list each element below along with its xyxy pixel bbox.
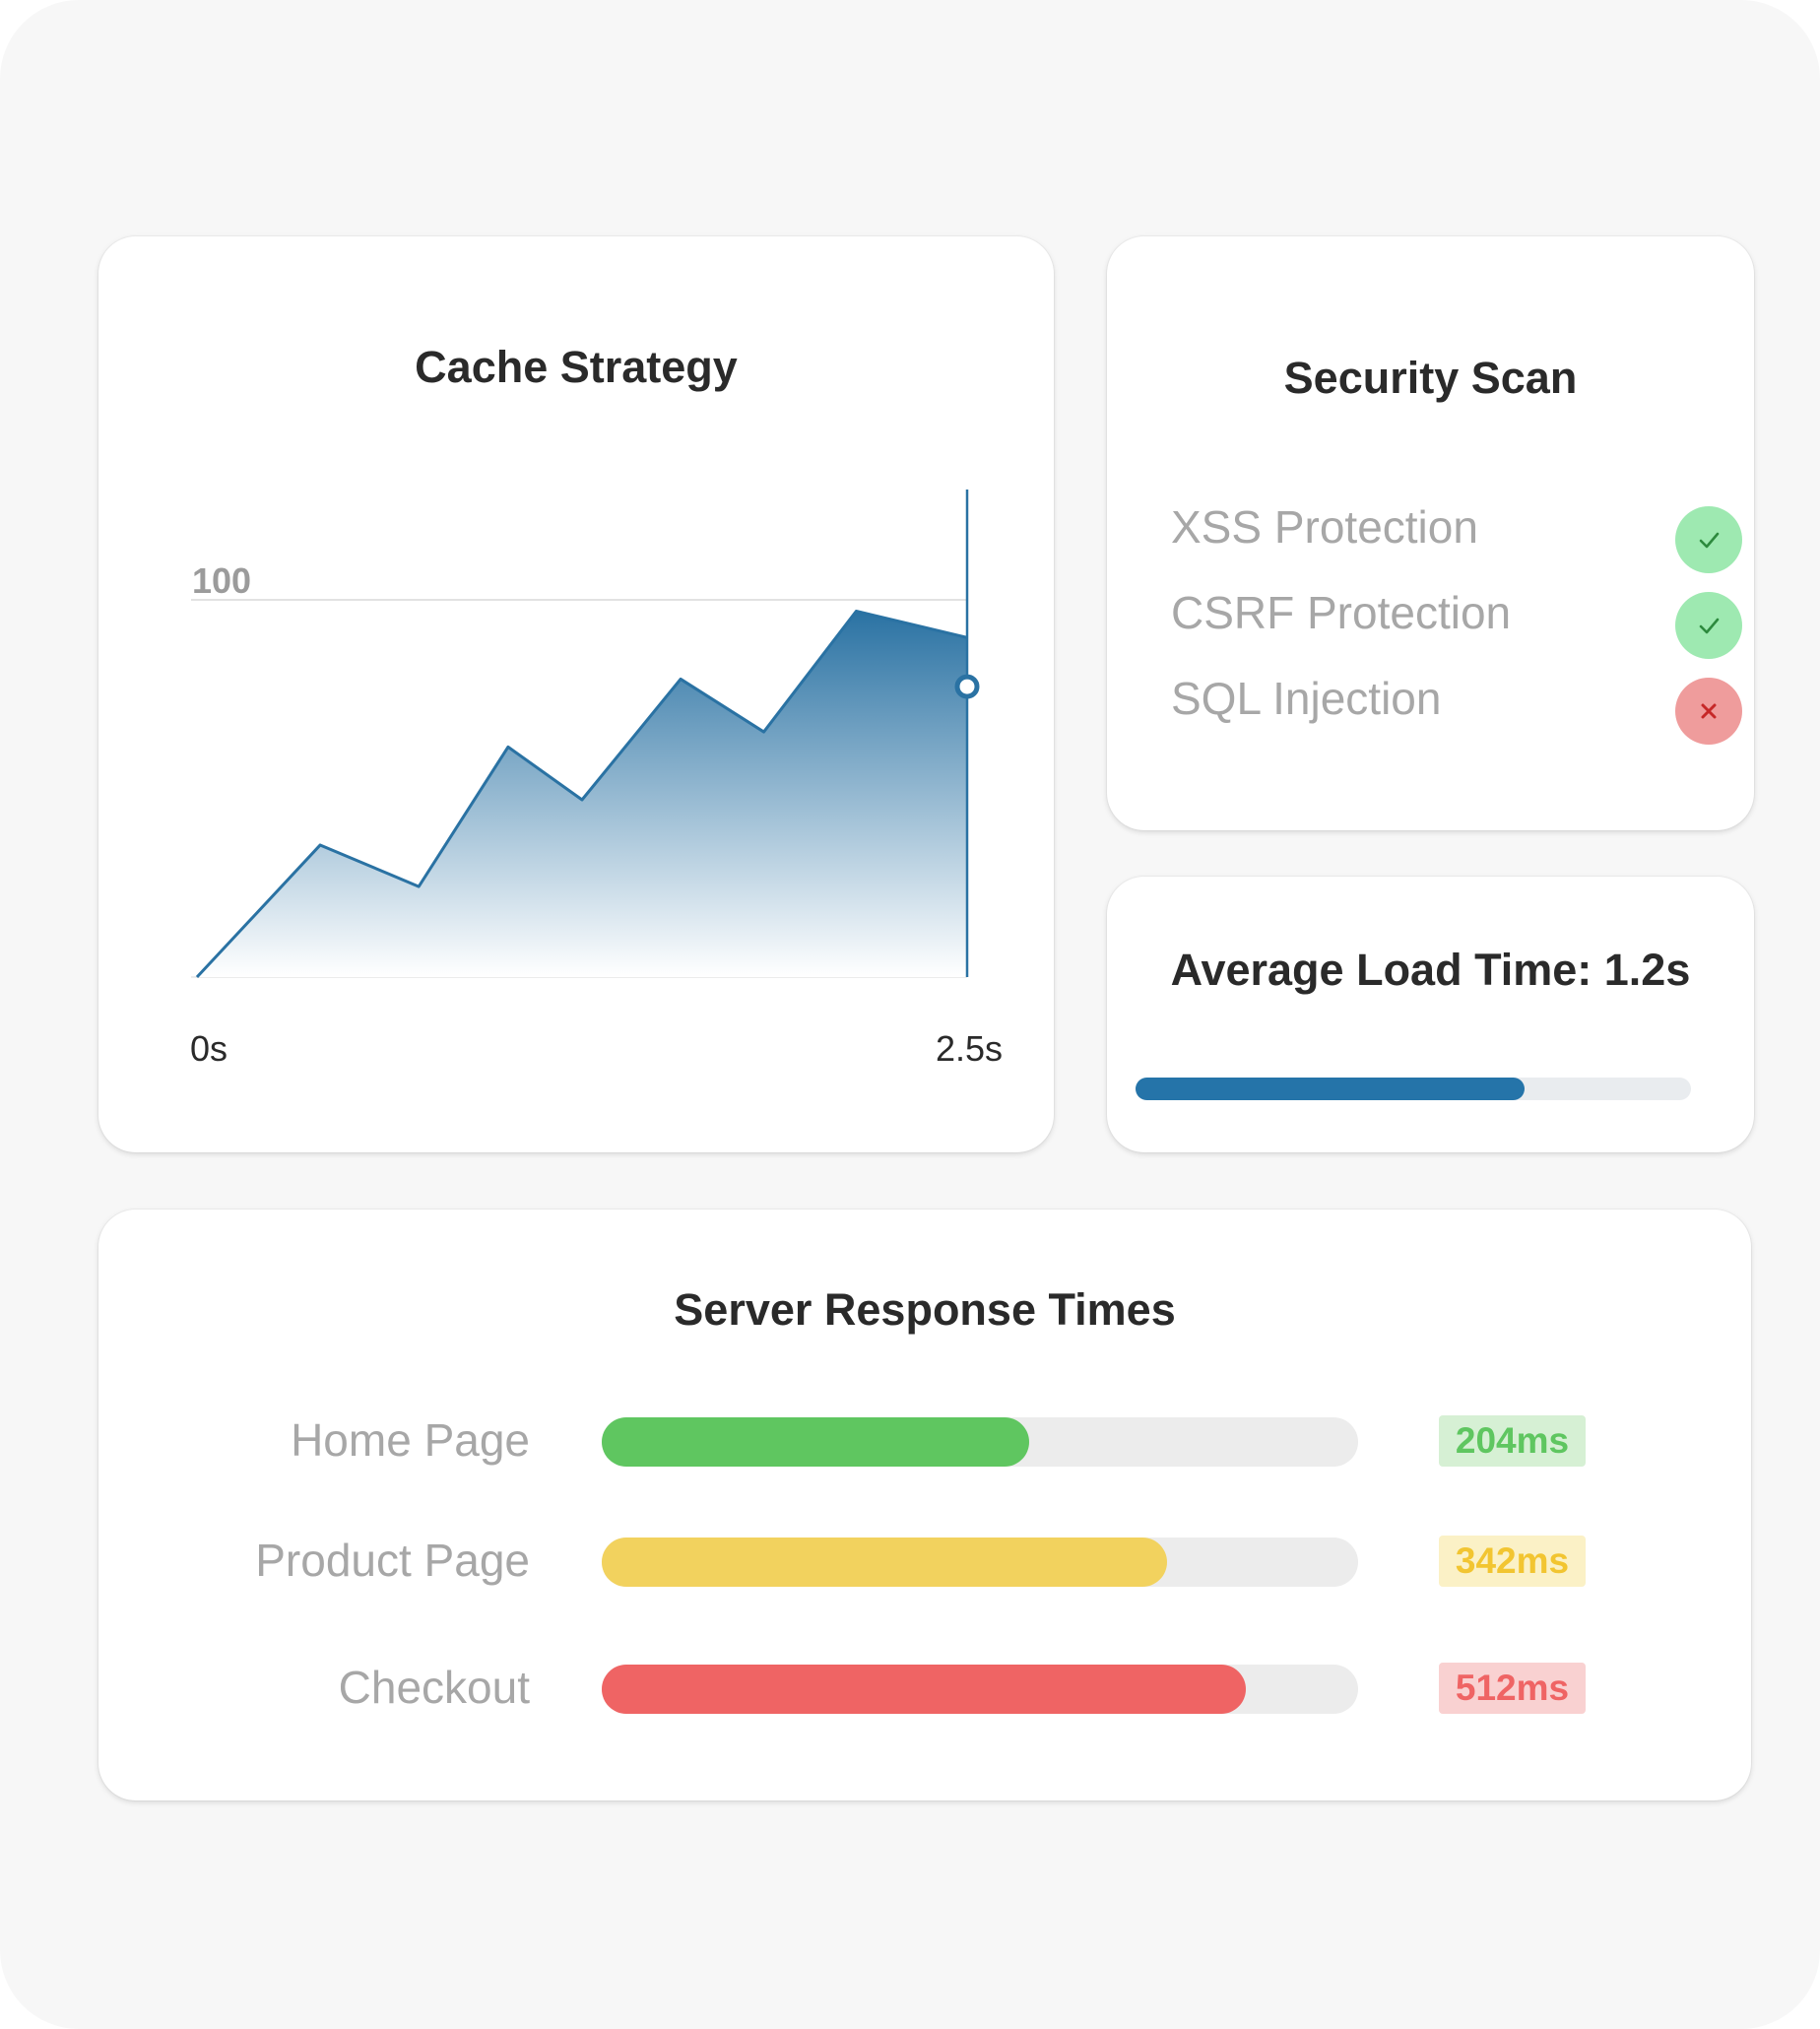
security-item-label: XSS Protection xyxy=(1171,501,1478,553)
series-line xyxy=(195,609,968,979)
load-time-progress-fill xyxy=(1136,1078,1525,1100)
series-area xyxy=(197,611,967,977)
server-row-product: Product Page 342ms xyxy=(98,1534,1751,1593)
load-time-card: Average Load Time: 1.2s xyxy=(1107,877,1754,1152)
x-tick-label-end: 2.5s xyxy=(936,1028,1003,1069)
cache-strategy-card: Cache Strategy 100 0s 2.5s xyxy=(98,236,1054,1152)
server-row-value-badge: 204ms xyxy=(1439,1415,1586,1467)
cache-strategy-chart: 100 0s 2.5s xyxy=(190,490,1003,1069)
security-item-sql: SQL Injection xyxy=(1171,672,1754,751)
load-time-progress-track xyxy=(1136,1078,1691,1100)
security-item-label: CSRF Protection xyxy=(1171,587,1512,638)
load-time-title: Average Load Time: 1.2s xyxy=(1170,945,1691,995)
security-item-xss: XSS Protection xyxy=(1171,500,1754,579)
server-row-fill xyxy=(602,1538,1168,1587)
server-row-label: Home Page xyxy=(291,1414,530,1466)
server-row-value-badge: 342ms xyxy=(1439,1536,1586,1587)
check-icon xyxy=(1675,506,1742,573)
server-row-track xyxy=(602,1665,1358,1714)
server-response-card: Server Response Times Home Page 204ms Pr… xyxy=(98,1210,1751,1800)
security-item-csrf: CSRF Protection xyxy=(1171,586,1754,665)
server-row-value-badge: 512ms xyxy=(1439,1663,1586,1714)
x-tick-label-start: 0s xyxy=(190,1028,228,1069)
server-row-label: Checkout xyxy=(338,1662,530,1713)
security-scan-card: Security Scan XSS Protection CSRF Protec… xyxy=(1107,236,1754,830)
server-row-fill xyxy=(602,1417,1029,1467)
server-row-home: Home Page 204ms xyxy=(98,1413,1751,1473)
cursor-marker xyxy=(954,674,980,699)
y-tick-label: 100 xyxy=(192,560,251,601)
server-row-track xyxy=(602,1417,1358,1467)
security-scan-title: Security Scan xyxy=(1283,353,1578,403)
server-row-checkout: Checkout 512ms xyxy=(98,1661,1751,1720)
close-icon xyxy=(1675,678,1742,745)
security-item-label: SQL Injection xyxy=(1171,673,1442,724)
server-row-label: Product Page xyxy=(255,1535,530,1586)
cache-strategy-title: Cache Strategy xyxy=(415,342,738,392)
check-icon xyxy=(1675,592,1742,659)
server-row-fill xyxy=(602,1665,1247,1714)
server-row-track xyxy=(602,1538,1358,1587)
server-response-title: Server Response Times xyxy=(674,1284,1176,1335)
